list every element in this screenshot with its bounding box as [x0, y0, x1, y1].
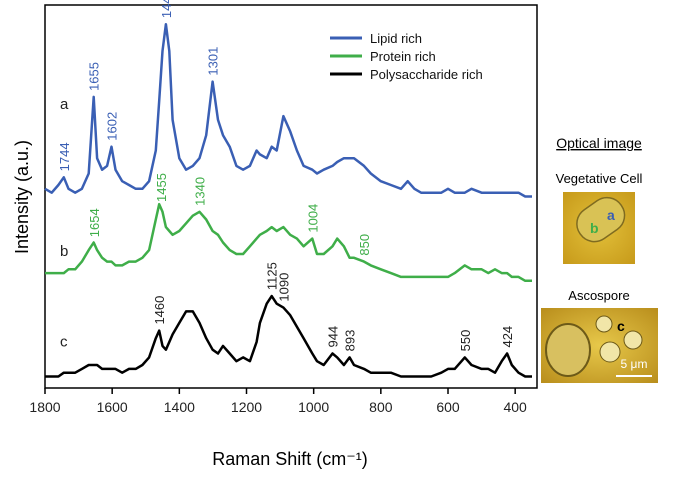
image-caption: Ascospore: [568, 288, 629, 303]
series-letter: a: [60, 96, 69, 113]
peak-label: 1125: [265, 262, 280, 290]
x-tick-label: 1200: [231, 399, 262, 415]
x-tick-label: 400: [503, 399, 527, 415]
x-tick-label: 600: [436, 399, 460, 415]
peak-label: 1744: [57, 142, 72, 171]
peak-label: 944: [325, 326, 340, 348]
spore: [595, 315, 613, 333]
series-letter: c: [60, 334, 68, 351]
spectrum-line: [45, 294, 532, 378]
image-caption: Vegetative Cell: [556, 171, 643, 186]
x-tick-label: 1400: [164, 399, 195, 415]
cell-marker: b: [590, 220, 599, 236]
peak-label: 424: [500, 326, 515, 348]
peak-label: 550: [458, 330, 473, 352]
cell-outline: [576, 196, 626, 243]
peak-label: 1455: [154, 173, 169, 202]
peak-label: 1654: [87, 208, 102, 237]
peak-label: 1004: [305, 204, 320, 233]
peak-label: 893: [343, 330, 358, 352]
plot-frame: [44, 4, 538, 389]
peak-label: 1460: [152, 296, 167, 325]
cell-marker: c: [617, 318, 625, 334]
x-tick-label: 1000: [298, 399, 329, 415]
legend-label: Lipid rich: [370, 31, 422, 46]
scale-bar-label: 5 μm: [621, 357, 648, 371]
x-tick-label: 1800: [29, 399, 60, 415]
peak-label: 1340: [192, 177, 207, 206]
spectrum-line: [45, 202, 532, 283]
spore: [599, 341, 621, 363]
optical-title: Optical image: [556, 135, 642, 151]
cell-marker: a: [607, 207, 615, 223]
legend-label: Protein rich: [370, 49, 436, 64]
legend-label: Polysaccharide rich: [370, 67, 483, 82]
spectrum-line: [44, 22, 532, 198]
x-tick-label: 1600: [97, 399, 128, 415]
y-axis-label: Intensity (a.u.): [12, 140, 32, 254]
x-tick-label: 800: [369, 399, 393, 415]
peak-label: 1655: [87, 62, 102, 91]
spore: [623, 330, 643, 350]
spore-outline: [545, 323, 591, 377]
series-letter: b: [60, 243, 68, 260]
peak-label: 1440: [159, 0, 174, 18]
peak-label: 1090: [276, 273, 291, 302]
peak-label: 1301: [206, 47, 221, 76]
x-axis-label: Raman Shift (cm⁻¹): [212, 449, 368, 469]
peak-label: 850: [357, 234, 372, 256]
peak-label: 1602: [104, 112, 119, 141]
